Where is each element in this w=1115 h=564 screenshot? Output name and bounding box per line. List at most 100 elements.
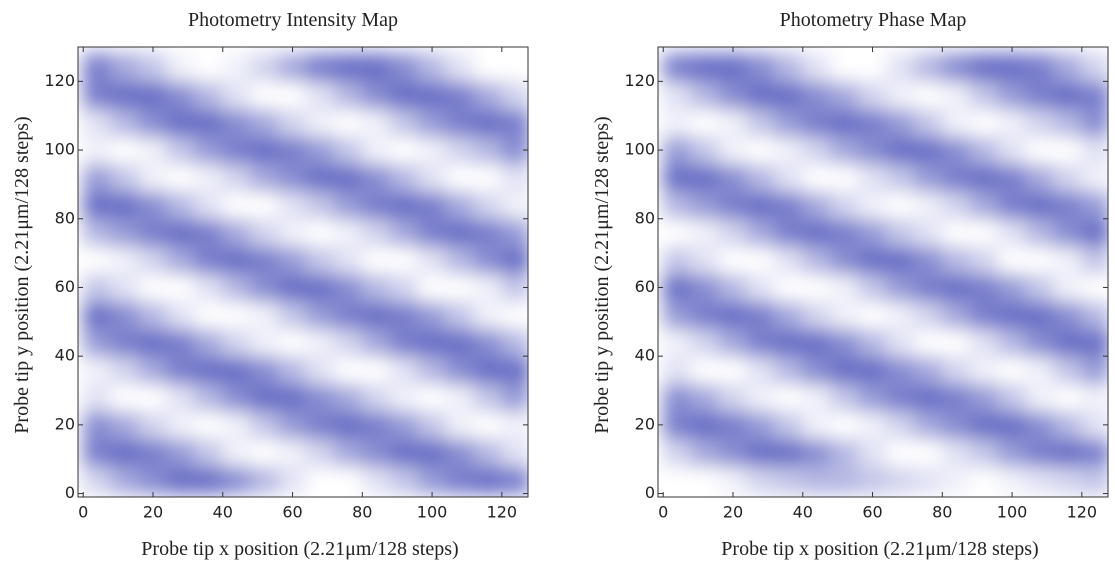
heat-cell [690, 328, 720, 357]
heat-cell [718, 273, 748, 302]
heat-cell [138, 245, 168, 275]
heat-cell [305, 218, 335, 247]
heat-cell [138, 383, 168, 412]
heat-cell [885, 410, 915, 440]
heat-cell [166, 53, 196, 82]
y-tick-label: 60 [635, 277, 655, 296]
heat-cell [802, 438, 832, 467]
heat-cell [361, 245, 391, 275]
heat-cell [830, 53, 860, 82]
heat-cell [746, 438, 776, 467]
heat-cell [969, 80, 999, 110]
heat-cell [333, 163, 363, 192]
heat-cell [166, 245, 196, 275]
heat-cell [333, 53, 363, 82]
heat-cell [389, 383, 419, 412]
heat-cell [662, 465, 692, 495]
heat-cell [885, 328, 915, 357]
heat-cell [361, 163, 391, 192]
heat-cell [969, 245, 999, 275]
heat-cell [278, 135, 307, 165]
heat-cell [222, 273, 252, 302]
heat-cell [774, 218, 804, 247]
heat-cell [1053, 135, 1083, 165]
heat-cell [138, 465, 168, 495]
heat-cell [1053, 218, 1083, 247]
heat-cell [222, 383, 252, 412]
heat-cell [445, 355, 475, 385]
heat-cell [501, 190, 528, 220]
heat-cell [997, 218, 1027, 247]
heat-cell [278, 80, 307, 110]
heat-cell [1025, 383, 1055, 412]
heat-cell [110, 245, 140, 275]
heat-cell [389, 80, 419, 110]
heatmap-area [658, 47, 1108, 497]
y-axis-label: Probe tip y position (2.21μm/128 steps) [11, 116, 33, 433]
heat-cell [802, 245, 832, 275]
y-tick-label: 100 [44, 140, 75, 159]
heat-cell [969, 108, 999, 137]
heat-cell [166, 163, 196, 192]
heat-cell [913, 245, 943, 275]
heat-cell [473, 190, 503, 220]
heat-cell [445, 53, 475, 82]
heat-cell [138, 190, 168, 220]
heat-cell [885, 383, 915, 412]
heat-cell [501, 108, 528, 137]
heat-cell [389, 465, 419, 495]
heat-cell [194, 383, 224, 412]
heat-cell [746, 135, 776, 165]
heat-cell [662, 218, 692, 247]
heat-cell [746, 300, 776, 330]
heat-cell [941, 410, 971, 440]
heat-cell [997, 108, 1027, 137]
heat-cell [138, 108, 168, 137]
heat-cell [361, 328, 391, 357]
heat-cell [941, 465, 971, 495]
heat-cell [941, 108, 971, 137]
heat-cell [194, 300, 224, 330]
heat-cell [774, 163, 804, 192]
heat-cell [501, 163, 528, 192]
x-tick-label: 120 [1067, 503, 1098, 522]
heat-cell [166, 273, 196, 302]
heat-cell [361, 273, 391, 302]
heat-cell [250, 218, 280, 247]
heat-cell [858, 218, 887, 247]
heat-cell [194, 190, 224, 220]
heat-cell [333, 190, 363, 220]
heat-cell [222, 108, 252, 137]
y-tick-label: 20 [55, 414, 75, 433]
heat-cell [802, 383, 832, 412]
heat-cell [746, 80, 776, 110]
heat-cell [802, 273, 832, 302]
heat-cell [885, 218, 915, 247]
heat-cell [361, 135, 391, 165]
heat-cell [774, 465, 804, 495]
heat-cell [250, 300, 280, 330]
heat-cell [830, 410, 860, 440]
heat-cell [1025, 465, 1055, 495]
heatmap-cells [662, 53, 1108, 495]
heat-cell [858, 383, 887, 412]
heat-cell [997, 410, 1027, 440]
heat-cell [662, 163, 692, 192]
heat-cell [250, 438, 280, 467]
heat-cell [194, 135, 224, 165]
heat-cell [746, 108, 776, 137]
heat-cell [501, 218, 528, 247]
heat-cell [718, 355, 748, 385]
heat-cell [222, 53, 252, 82]
heat-cell [389, 410, 419, 440]
heat-cell [138, 438, 168, 467]
heat-cell [473, 465, 503, 495]
heat-cell [802, 328, 832, 357]
heat-cell [445, 108, 475, 137]
heat-cell [718, 300, 748, 330]
heat-cell [473, 218, 503, 247]
heat-cell [802, 53, 832, 82]
heat-cell [305, 465, 335, 495]
heat-cell [501, 438, 528, 467]
heat-cell [662, 355, 692, 385]
